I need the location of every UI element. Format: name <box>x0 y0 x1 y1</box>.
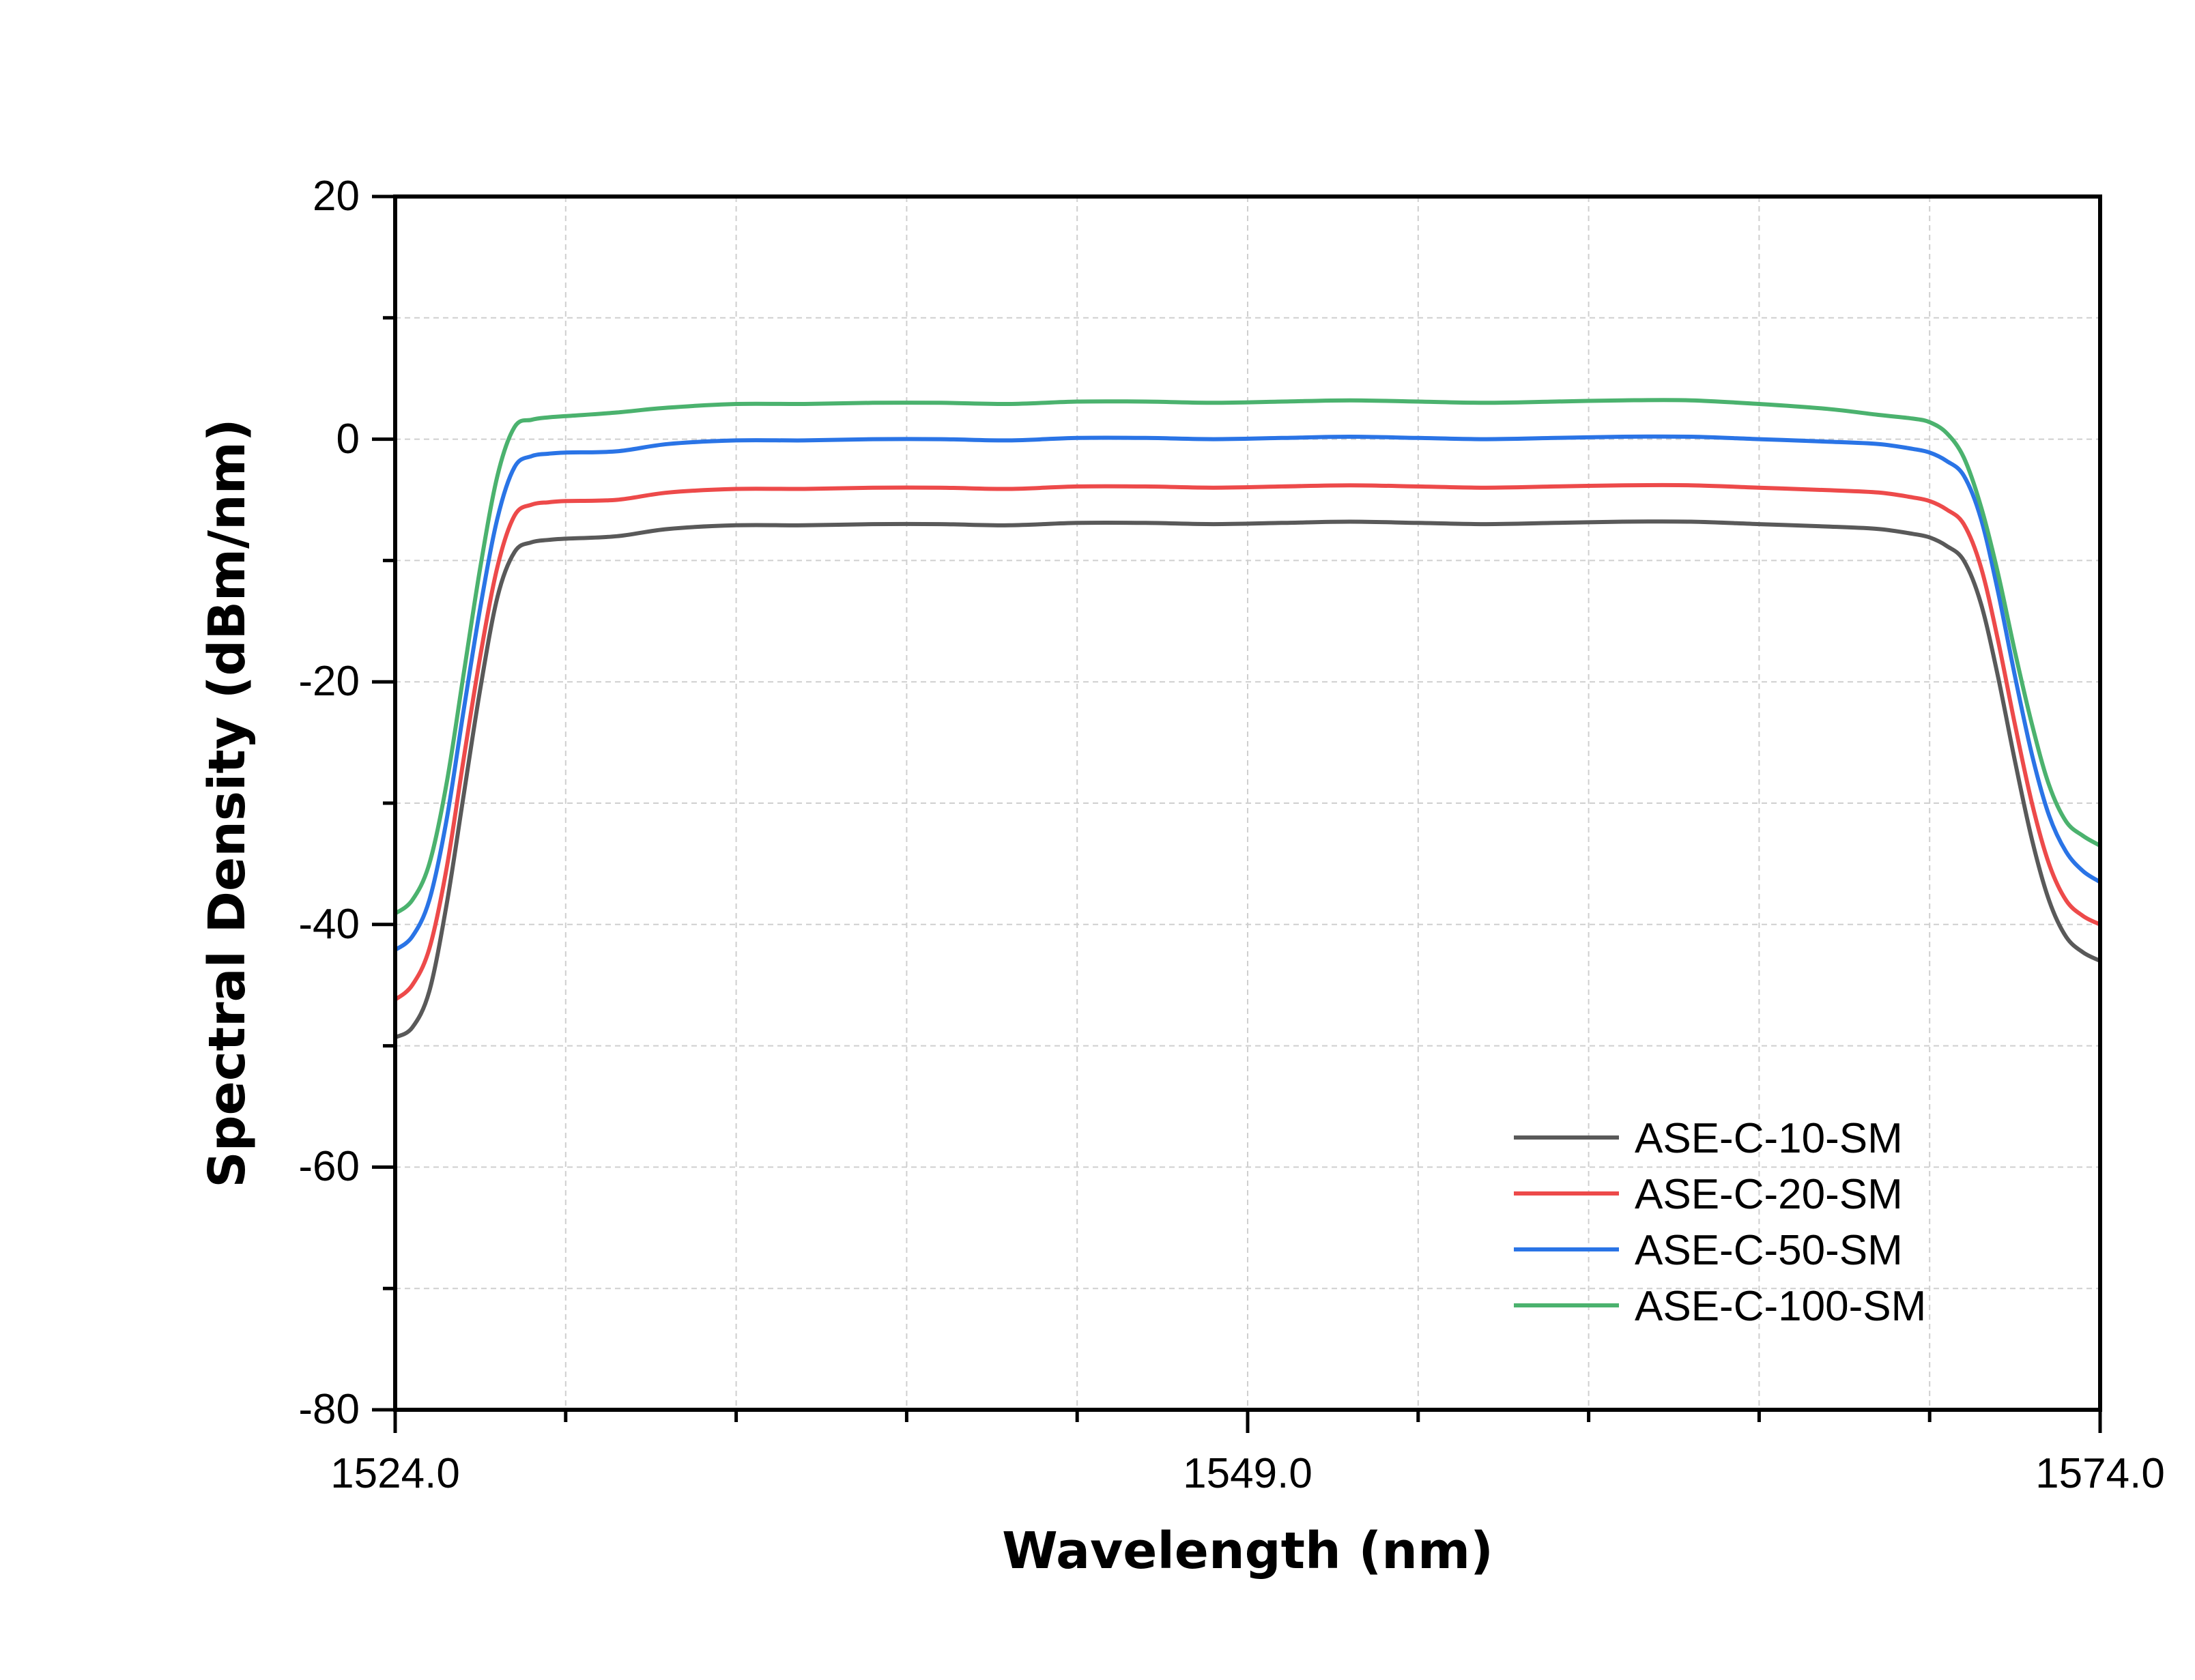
series-line-ase-c-100-sm <box>393 398 2102 916</box>
series-line-ase-c-20-sm <box>393 482 2102 1002</box>
y-tick-labels: 20 0 -20 -40 -60 -80 <box>298 173 360 1433</box>
x-tick-label: 1574.0 <box>2035 1450 2165 1497</box>
x-tick-label: 1549.0 <box>1183 1450 1312 1497</box>
series-line-ase-c-50-sm <box>393 434 2102 953</box>
legend-label: ASE-C-20-SM <box>1635 1171 1903 1218</box>
y-tick-label: -20 <box>298 658 360 705</box>
x-tick-label: 1524.0 <box>330 1450 460 1497</box>
y-tick-label: 20 <box>313 173 360 220</box>
x-tick-labels: 1524.0 1549.0 1574.0 <box>330 1450 2165 1497</box>
x-axis-title: Wavelength (nm) <box>1002 1522 1493 1580</box>
legend: ASE-C-10-SM ASE-C-20-SM ASE-C-50-SM ASE-… <box>1514 1115 1926 1330</box>
legend-label: ASE-C-10-SM <box>1635 1115 1903 1162</box>
axis-ticks <box>372 194 2102 1433</box>
y-tick-label: -80 <box>298 1386 360 1433</box>
legend-label: ASE-C-100-SM <box>1635 1283 1926 1330</box>
y-tick-label: 0 <box>336 416 360 463</box>
y-axis-title: Spectral Density (dBm/nm) <box>198 418 257 1187</box>
y-tick-label: -40 <box>298 901 360 948</box>
y-tick-label: -60 <box>298 1143 360 1190</box>
data-series <box>393 398 2102 1040</box>
series-line-ase-c-10-sm <box>393 519 2102 1040</box>
legend-label: ASE-C-50-SM <box>1635 1227 1903 1274</box>
